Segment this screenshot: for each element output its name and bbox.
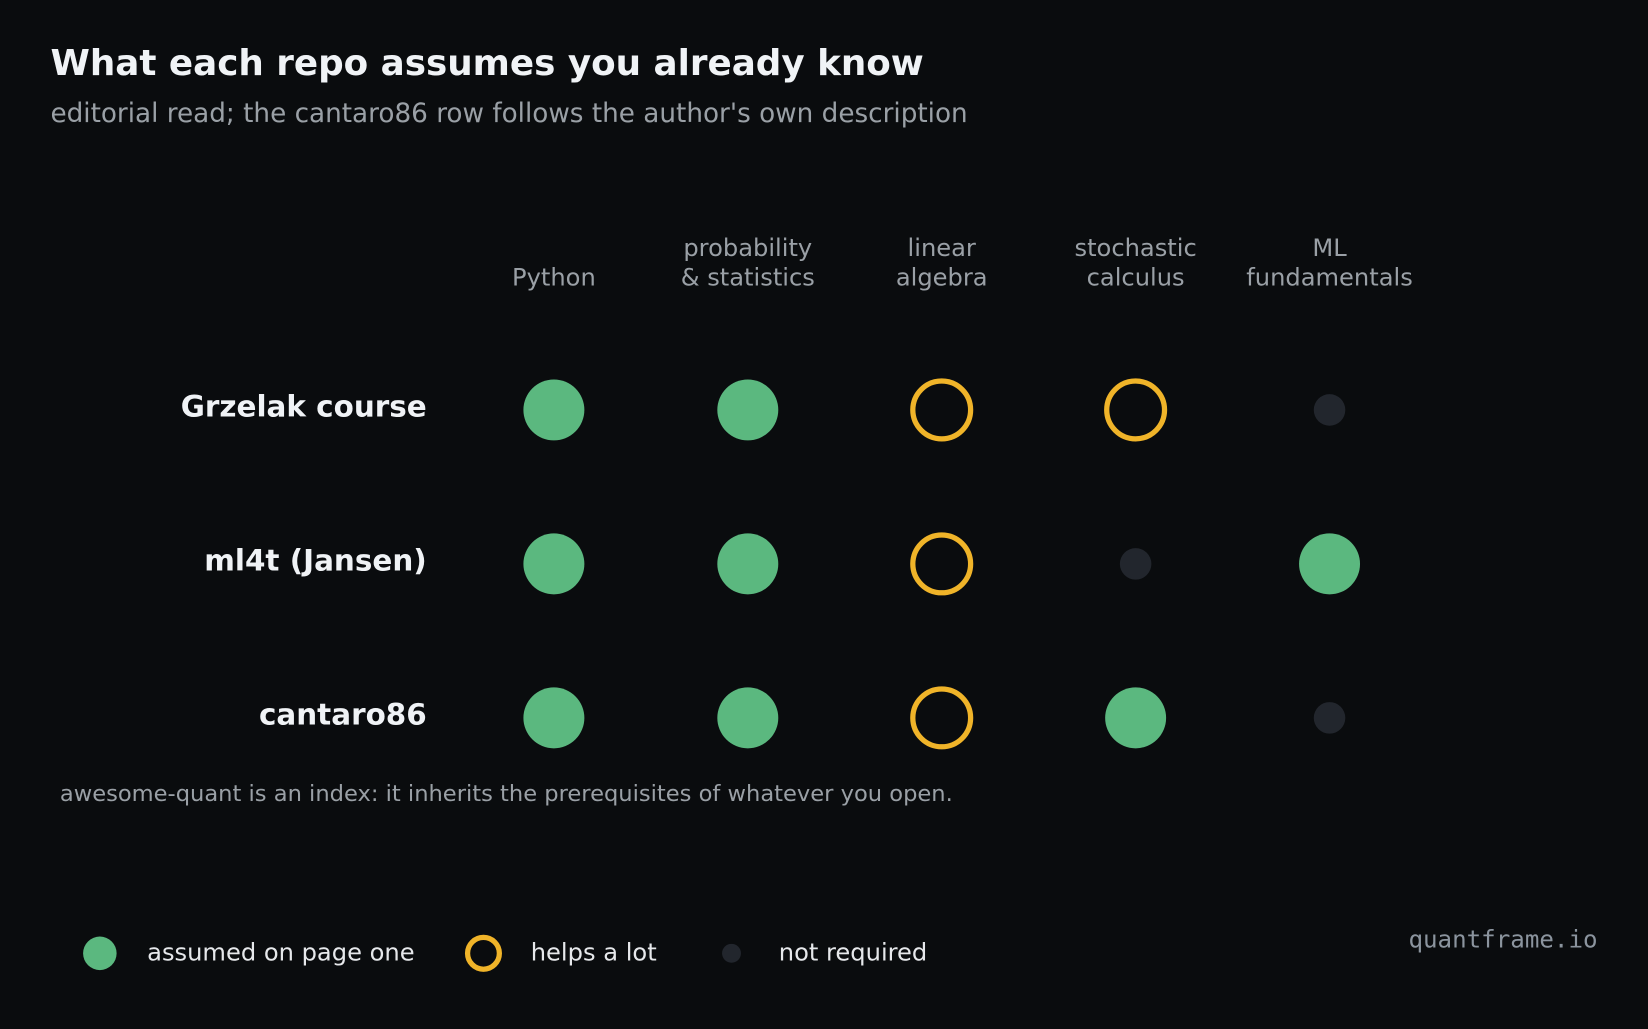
dot-assumed — [717, 687, 779, 749]
column-header: calculus — [1087, 264, 1185, 292]
note: awesome-quant is an index: it inherits t… — [60, 781, 953, 807]
ring-helps — [910, 532, 974, 596]
column-header: probability — [683, 234, 812, 262]
legend-swatch — [83, 936, 117, 971]
legend-label: helps a lot — [531, 938, 657, 966]
column-header: stochastic — [1074, 234, 1196, 262]
ring-helps — [1104, 378, 1168, 442]
legend-swatch — [464, 934, 502, 972]
dot-none — [1119, 548, 1152, 580]
dot-assumed — [717, 379, 779, 441]
dot-none — [1313, 702, 1346, 734]
legend-label: not required — [779, 938, 927, 966]
legend-label: assumed on page one — [147, 938, 414, 966]
column-header: & statistics — [681, 264, 815, 292]
legend-swatch — [722, 943, 741, 963]
row-label: ml4t (Jansen) — [204, 543, 426, 577]
row-label: Grzelak course — [181, 389, 427, 423]
ring-helps — [910, 378, 974, 442]
row-label: cantaro86 — [259, 697, 427, 731]
column-header: Python — [512, 264, 596, 292]
source: quantframe.io — [1408, 926, 1597, 954]
column-header: algebra — [896, 264, 988, 292]
dot-assumed — [717, 533, 779, 595]
column-header: fundamentals — [1246, 264, 1413, 292]
dot-assumed — [523, 533, 585, 595]
dot-assumed — [523, 379, 585, 441]
dot-assumed — [1299, 533, 1361, 595]
chart-subtitle: editorial read; the cantaro86 row follow… — [50, 99, 967, 129]
dot-assumed — [1105, 687, 1167, 749]
ring-helps — [910, 686, 974, 750]
dot-assumed — [523, 687, 585, 749]
column-header: linear — [908, 234, 976, 262]
column-header: ML — [1312, 234, 1347, 262]
chart-title: What each repo assumes you already know — [50, 43, 923, 84]
dot-none — [1313, 394, 1346, 426]
